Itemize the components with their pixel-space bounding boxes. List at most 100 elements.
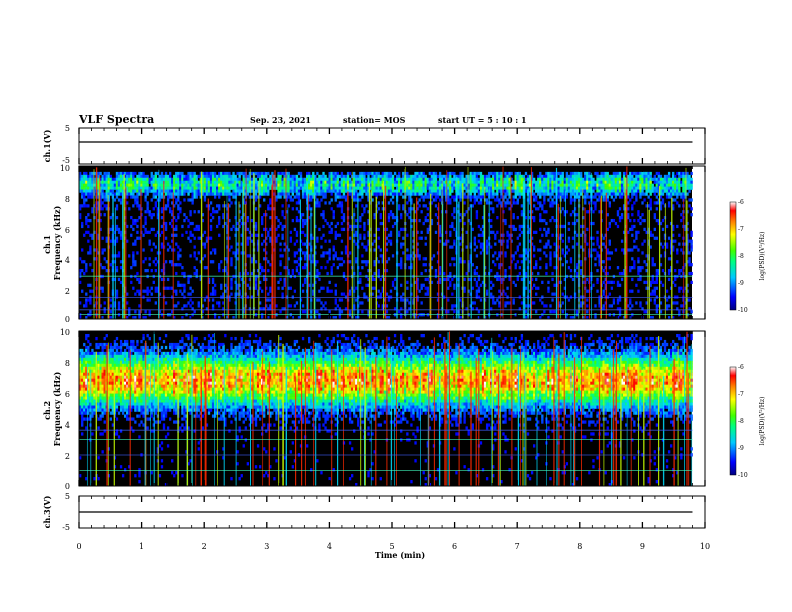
ch1-spectrogram-cell [447,198,450,202]
ch1-spectrogram-cell [553,218,556,223]
ch1-spectrogram-cell [99,195,102,199]
ch1-spectrogram-cell [510,177,513,182]
ch1-spectrogram-cell [379,254,382,258]
ch1-spectrogram-cell [269,180,272,184]
ch1-spectrogram-cell [240,251,243,255]
ch1-spectrogram-cell [220,186,223,190]
ch1-spectrogram-cell [171,192,174,196]
ch1-spectrogram-cell [117,227,121,232]
ch1-spectrogram-cell [277,189,280,193]
ch1-spectrogram-cell [438,233,442,237]
ch1-spectrogram-cell [418,254,421,258]
ch1-spectrogram-cell [379,192,382,196]
ch1-spectrogram-cell [498,198,501,202]
ch1-spectrogram-cell [91,180,94,184]
ch1-spectrogram-cell [657,177,661,182]
ch1-spectrogram-cell [567,183,571,187]
ch1-spectrogram-cell [398,192,401,196]
ch1-spectrogram-cell [91,289,94,293]
ch1-spectrogram-cell [400,316,403,320]
ch1-spectrogram-cell [434,195,438,199]
ch1-spectrogram-cell [541,174,544,179]
ch1-spectrogram-cell [156,210,160,214]
ch1-spectrogram-cell [226,180,229,184]
ch1-spectrogram-cell [207,207,211,211]
ch1-spectrogram-cell [132,251,135,255]
ch1-spectrogram-cell [526,180,530,184]
ch1-spectrogram-cell [81,186,84,190]
ch1-spectrogram-cell [535,292,538,296]
ch1-spectrogram-cell [201,233,205,237]
ch1-spectrogram-cell [481,189,485,193]
ch1-spectrogram-cell [618,298,622,302]
ch1-spectrogram-cell [686,183,689,187]
ch1-spectrogram-cell [485,174,489,179]
ch1-spectrogram-cell [156,192,160,196]
ch1-spectrogram-cell [537,189,540,193]
ch1-spectrogram-cell [295,186,299,190]
ch1-spectrogram-cell [422,221,425,226]
ch1-spectrogram-cell [459,218,462,223]
ch1-spectrogram-cell [162,174,166,179]
ch1-spectrogram-cell [121,183,125,187]
ch1-spectrogram-cell [303,310,307,314]
ch1-spectrogram-cell [627,186,630,190]
ch1-spectrogram-cell [332,180,335,184]
ch1-spectrogram-cell [365,192,368,196]
ch1-spectrogram-cell [91,174,94,179]
ch1-spectrogram-cell [207,171,211,176]
ch1-spectrogram-cell [316,204,319,208]
ch1-spectrogram-cell [299,257,303,261]
ch1-spectrogram-cell [312,289,315,293]
ch1-spectrogram-cell [344,186,348,190]
ch1-spectrogram-cell [428,171,432,176]
ch1-spectrogram-cell [575,213,579,217]
ch1-spectrogram-cell [203,174,207,179]
ch1-spectrogram-cell [201,316,205,320]
ch1-spectrogram-cell [561,183,564,187]
ch1-spectrogram-cell [211,180,215,184]
ch1-spectrogram-cell [412,251,415,255]
ch1-spectrogram-cell [561,251,564,255]
ch1-spectrogram-cell [107,171,110,176]
ch1-spectrogram-cell [459,171,462,176]
ch1-spectrogram-cell [629,183,632,187]
ch1-spectrogram-cell [87,298,90,302]
ch1-spectrogram-cell [610,286,614,290]
ch1-spectrogram-cell [209,213,213,217]
ch1-spectrogram-cell [193,192,196,196]
ch1-spectrogram-cell [655,307,659,311]
ch1-spectrogram-cell [134,316,137,320]
ch1-spectrogram-cell [635,180,638,184]
ch1-spectrogram-cell [639,177,642,182]
ch1-spectrogram-cell [385,174,389,179]
ch1-spectrogram-cell [502,180,505,184]
ch1-spectrogram-cell [197,183,200,187]
ch1-spectrogram-cell [322,233,325,237]
ch1-spectrogram-cell [485,289,489,293]
ch1-spectrogram-cell [400,307,403,311]
ch1-spectrogram-cell [549,251,552,255]
ch1-spectrogram-cell [87,180,90,184]
ch1-spectrogram-cell [156,198,160,202]
ch1-spectrogram-cell [121,189,125,193]
ch1-spectrogram-cell [209,177,213,182]
ch1-spectrogram-cell [279,189,282,193]
ch1-spectrogram-cell [483,177,487,182]
ch1-spectrogram-cell [140,192,143,196]
ch1-spectrogram-cell [87,283,90,287]
ch1-spectrogram-cell [416,251,419,255]
ch1-spectrogram-cell [365,245,368,249]
ch1-spectrogram-cell [639,186,642,190]
ch1-spectrogram-cell [138,216,141,220]
ch1-spectrogram-cell [522,177,526,182]
ch1-spectrogram-cell [211,189,215,193]
ch1-spectrogram-cell [203,266,207,270]
ch1-spectrogram-cell [400,186,403,190]
ch1-spectrogram-cell [575,189,579,193]
ch1-spectrogram-cell [152,260,155,264]
ch1-spectrogram-cell [213,180,217,184]
ch1-spectrogram-cell [418,198,421,202]
ch1-spectrogram-cell [238,174,241,179]
ch1-spectrogram-cell [676,180,679,184]
